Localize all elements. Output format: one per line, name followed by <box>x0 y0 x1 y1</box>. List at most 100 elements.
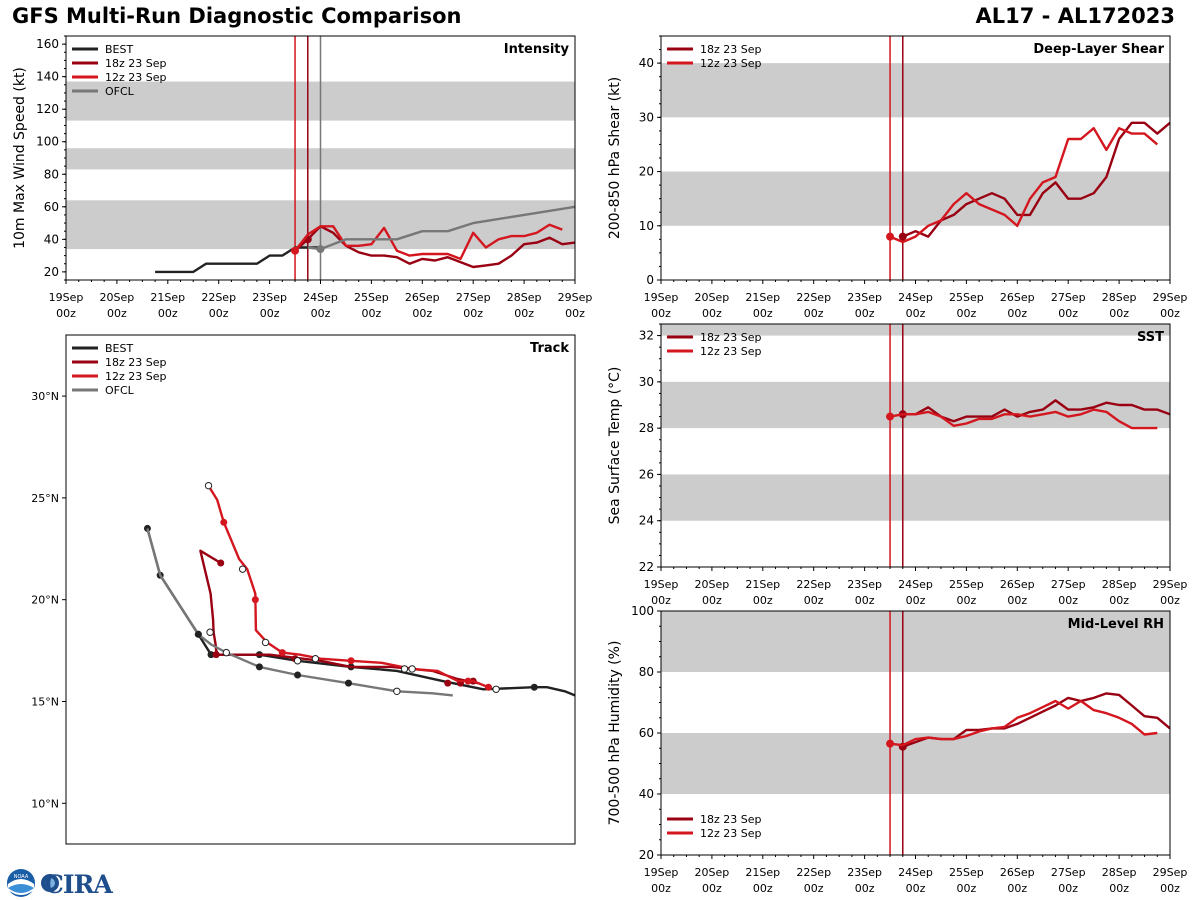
plot-area-intensity <box>66 36 575 280</box>
track-point-filled <box>347 657 355 665</box>
x-tick-label-date: 27Sep <box>1051 866 1086 879</box>
init-marker-run12z <box>291 246 300 255</box>
track-point-filled <box>484 683 492 691</box>
y-tick-label: 60 <box>44 200 59 214</box>
x-tick-label-hour: 00z <box>514 307 534 320</box>
x-tick-label-date: 29Sep <box>1153 866 1188 879</box>
figure-title: GFS Multi-Run Diagnostic Comparison <box>12 4 462 28</box>
y-tick-label: 120 <box>36 102 59 116</box>
x-tick-label-hour: 00z <box>412 307 432 320</box>
x-tick-label-date: 23Sep <box>252 291 287 304</box>
y-tick-label: 100 <box>631 604 654 618</box>
x-tick-label-date: 29Sep <box>1153 291 1188 304</box>
x-tick-label-date: 29Sep <box>1153 578 1188 591</box>
track-point-filled <box>212 651 220 659</box>
panel-title: Intensity <box>504 42 570 57</box>
legend-label-run12z: 12z 23 Sep <box>105 71 167 84</box>
shade-band <box>661 324 1170 336</box>
x-tick-label-date: 28Sep <box>1102 291 1137 304</box>
x-tick-label-hour: 00z <box>260 307 280 320</box>
y-tick-label: 30 <box>639 110 654 124</box>
x-tick-label-hour: 00z <box>702 594 722 607</box>
x-tick-label-date: 28Sep <box>1102 866 1137 879</box>
y-tick-label: 32 <box>639 329 654 343</box>
y-tick-label: 10 <box>639 219 654 233</box>
init-marker-run18z <box>898 232 907 241</box>
panel-shear: 0 10 20 30 40 19Sep 00z 20Sep 00z 21Sep 00z 22Sep 00… <box>607 35 1188 320</box>
x-tick-label-date: 20Sep <box>695 578 730 591</box>
series-line-run12z <box>889 126 1159 244</box>
series-line-ofcl <box>307 205 575 251</box>
x-tick-label-hour: 00z <box>906 594 926 607</box>
y-tick-label: 22 <box>639 560 654 574</box>
x-tick-label-hour: 00z <box>804 882 824 895</box>
init-marker-run12z <box>886 232 895 241</box>
x-tick-label-hour: 00z <box>1058 307 1078 320</box>
legend-label-ofcl: OFCL <box>105 384 135 397</box>
panel-title: Track <box>530 341 569 356</box>
x-tick-label-hour: 00z <box>753 594 773 607</box>
shade-band <box>661 63 1170 118</box>
shade-band <box>661 381 1170 429</box>
x-tick-label-hour: 00z <box>855 594 875 607</box>
x-tick-label-hour: 00z <box>702 307 722 320</box>
track-point-open <box>400 665 409 673</box>
series-line-run12z <box>889 699 1158 747</box>
legend-label-best: BEST <box>105 342 133 355</box>
panel-rh: 20 40 60 80 100 19Sep 00z 20Sep 00z 21Sep 00z 22Sep… <box>607 604 1187 895</box>
track-point-filled <box>278 649 286 657</box>
x-tick-label-date: 22Sep <box>796 291 831 304</box>
plot-area-shear <box>661 36 1170 280</box>
y-tick-label: 0 <box>646 273 654 287</box>
track-point-filled <box>464 677 472 685</box>
y-tick-label: 40 <box>639 56 654 70</box>
y-axis-label: 700-500 hPa Humidity (%) <box>607 641 623 826</box>
y-tick-label: 15°N <box>31 695 59 708</box>
legend-label-run18z: 18z 23 Sep <box>700 43 762 56</box>
axes-frame-sst <box>660 323 1171 568</box>
legend-label-ofcl: OFCL <box>105 85 135 98</box>
x-tick-label-hour: 00z <box>906 882 926 895</box>
legend-label-run18z: 18z 23 Sep <box>700 813 762 826</box>
storm-id: AL17 - AL172023 <box>975 4 1176 28</box>
track-point-filled <box>207 651 215 659</box>
panel-intensity: 20 40 60 80 100 120 140 160 19Sep 00z 20Sep 00z 21Se… <box>12 35 592 320</box>
x-tick-label-hour: 00z <box>311 307 331 320</box>
track-point-filled <box>251 596 259 604</box>
y-tick-label: 20 <box>639 165 654 179</box>
x-tick-label-hour: 00z <box>957 882 977 895</box>
series-line-best <box>146 528 575 697</box>
series-line-run12z <box>294 223 563 261</box>
x-tick-label-date: 26Sep <box>405 291 440 304</box>
y-tick-label: 80 <box>44 167 59 181</box>
x-tick-label-date: 22Sep <box>796 578 831 591</box>
track-point-filled <box>344 679 352 687</box>
x-tick-label-date: 26Sep <box>1000 866 1035 879</box>
x-tick-label-hour: 00z <box>1007 307 1027 320</box>
x-tick-label-date: 23Sep <box>847 291 882 304</box>
track-point-open <box>204 481 213 490</box>
shade-band <box>661 611 1170 672</box>
noaa-logo-text: NOAA <box>14 874 29 880</box>
x-tick-label-hour: 00z <box>804 594 824 607</box>
x-tick-label-hour: 00z <box>463 307 483 320</box>
legend-label-run18z: 18z 23 Sep <box>105 356 167 369</box>
track-point-filled <box>444 679 452 687</box>
x-tick-label-hour: 00z <box>56 307 76 320</box>
x-tick-label-hour: 00z <box>1058 882 1078 895</box>
init-marker-run12z <box>886 412 895 421</box>
x-tick-label-date: 24Sep <box>898 866 933 879</box>
x-tick-label-hour: 00z <box>651 882 671 895</box>
x-tick-label-date: 19Sep <box>49 291 84 304</box>
x-tick-label-hour: 00z <box>753 882 773 895</box>
y-tick-label: 24 <box>639 514 654 528</box>
x-tick-label-hour: 00z <box>107 307 127 320</box>
x-tick-label-hour: 00z <box>906 307 926 320</box>
x-tick-label-date: 22Sep <box>796 866 831 879</box>
x-tick-label-hour: 00z <box>1007 882 1027 895</box>
x-tick-label-hour: 00z <box>1160 882 1180 895</box>
legend-label-run18z: 18z 23 Sep <box>105 57 167 70</box>
x-tick-label-hour: 00z <box>1058 594 1078 607</box>
x-tick-label-date: 23Sep <box>847 866 882 879</box>
